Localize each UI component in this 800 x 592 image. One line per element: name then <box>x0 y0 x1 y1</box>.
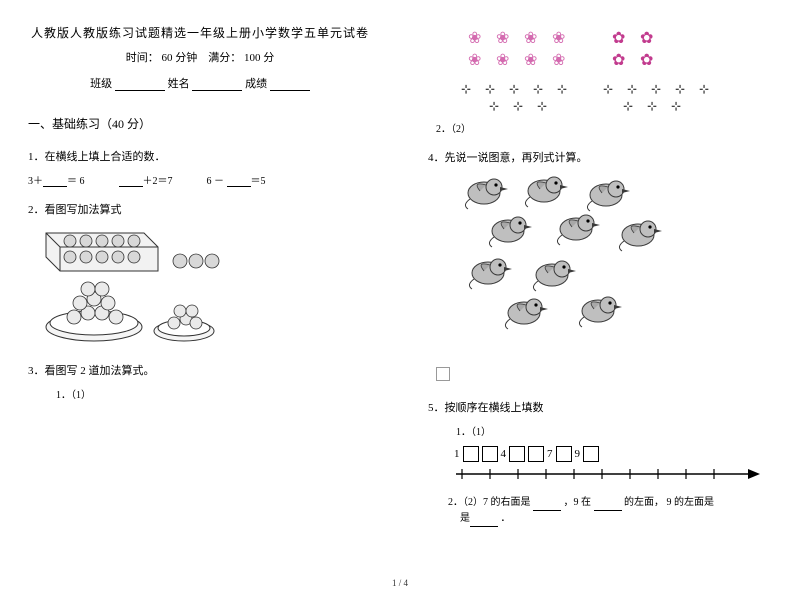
flower-icon: ✿ <box>612 28 634 48</box>
time-label: 时间： <box>126 52 159 64</box>
q3-label: 3．看图写 2 道加法算式。 <box>28 362 372 378</box>
score-value: 100 分 <box>244 52 274 64</box>
dragonfly-icon: ⊹ <box>484 99 504 114</box>
q5-sub2-b: ，9 在 <box>564 497 592 508</box>
grade-label: 成绩 <box>245 78 267 90</box>
q1-eq2-blank[interactable] <box>119 175 143 187</box>
section-1-heading: 一、基础练习（40 分） <box>28 115 372 132</box>
q1-eq3-b: ＝5 <box>251 176 266 187</box>
q1-eq3-blank[interactable] <box>227 175 251 187</box>
dragonfly-icon: ⊹ <box>456 82 476 97</box>
score-label: 满分： <box>208 52 241 64</box>
dragonfly-icon: ⊹ <box>618 99 638 114</box>
num-box[interactable] <box>583 446 599 462</box>
q5-blank-1[interactable] <box>533 499 561 511</box>
class-blank[interactable] <box>115 79 165 91</box>
q3-sub2: 2．（2） <box>436 120 772 135</box>
num-box[interactable] <box>482 446 498 462</box>
name-blank[interactable] <box>192 79 242 91</box>
dragonfly-icon: ⊹ <box>532 99 552 114</box>
class-label: 班级 <box>90 78 112 90</box>
q3-dragonflies-image: ⊹⊹⊹⊹⊹ ⊹⊹⊹⊹⊹ ⊹⊹⊹ ⊹⊹⊹ <box>428 82 772 114</box>
dragonfly-icon: ⊹ <box>694 82 714 97</box>
flower-icon: ❀ <box>524 50 546 70</box>
num-box[interactable] <box>509 446 525 462</box>
flower-icon: ❀ <box>552 28 574 48</box>
dragonfly-icon: ⊹ <box>598 82 618 97</box>
flower-icon: ✿ <box>640 50 662 70</box>
q5-blank-2[interactable] <box>594 499 622 511</box>
num-box[interactable] <box>528 446 544 462</box>
dragonfly-icon: ⊹ <box>552 82 572 97</box>
q1-label: 1．在横线上填上合适的数． <box>28 148 372 164</box>
dragonfly-icon: ⊹ <box>622 82 642 97</box>
flower-icon: ❀ <box>524 28 546 48</box>
q5-sub2-c: 的左面， 9 的左面是 <box>624 497 714 508</box>
q5-sub2-d: ． <box>501 513 511 524</box>
dragonfly-icon: ⊹ <box>528 82 548 97</box>
grade-blank[interactable] <box>270 79 310 91</box>
exam-time-score: 时间： 60 分钟 满分： 100 分 <box>28 49 372 65</box>
q2-image <box>34 225 372 348</box>
q4-label: 4．先说一说图意，再列式计算。 <box>428 149 772 165</box>
q1-eq2-b: ＋2＝7 <box>143 176 173 187</box>
dragonfly-icon: ⊹ <box>508 99 528 114</box>
q1-eq1-blank[interactable] <box>43 175 67 187</box>
dragonfly-icon: ⊹ <box>642 99 662 114</box>
flower-icon: ✿ <box>640 28 662 48</box>
q1-eq1-b: ＝ 6 <box>67 176 85 187</box>
q2-label: 2．看图写加法算式 <box>28 201 372 217</box>
q4-birds-image <box>448 173 678 363</box>
flower-icon: ❀ <box>468 28 490 48</box>
q5-sub1: 1．（1） <box>456 423 772 438</box>
q5-sub2: 2．（2）7 的右面是 ，9 在 的左面， 9 的左面是 是 ． <box>448 495 772 527</box>
dragonfly-icon: ⊹ <box>666 99 686 114</box>
q3-sub1: 1．（1） <box>56 386 372 401</box>
dragonfly-icon: ⊹ <box>670 82 690 97</box>
dragonfly-icon: ⊹ <box>480 82 500 97</box>
q5-numberline: 1 4 7 9 <box>452 446 762 489</box>
flower-icon: ❀ <box>552 50 574 70</box>
q1-eq1-a: 3＋ <box>28 176 43 187</box>
q5-label: 5．按顺序在横线上填数 <box>428 399 772 415</box>
num-9: 9 <box>575 448 581 460</box>
q1-equations: 3＋ ＝ 6 ＋2＝7 6 － ＝5 <box>28 172 372 187</box>
num-4: 4 <box>501 448 507 460</box>
num-7: 7 <box>547 448 553 460</box>
num-box[interactable] <box>556 446 572 462</box>
flower-icon: ❀ <box>496 50 518 70</box>
page-footer: 1 / 4 <box>0 578 800 588</box>
flower-icon: ✿ <box>612 50 634 70</box>
flower-icon: ❀ <box>468 50 490 70</box>
answer-box[interactable] <box>436 367 450 381</box>
q5-sub2-a: 2．（2）7 的右面是 <box>448 497 531 508</box>
q1-eq3-a: 6 － <box>207 176 225 187</box>
dragonfly-icon: ⊹ <box>504 82 524 97</box>
student-info-line: 班级 姓名 成绩 <box>28 75 372 91</box>
exam-title: 人教版人教版练习试题精选一年级上册小学数学五单元试卷 <box>28 24 372 41</box>
name-label: 姓名 <box>168 78 190 90</box>
num-box[interactable] <box>463 446 479 462</box>
num-1: 1 <box>454 448 460 460</box>
flower-icon: ❀ <box>496 28 518 48</box>
time-value: 60 分钟 <box>162 52 198 64</box>
q3-flowers-image: ❀ ❀ ❀ ❀ ✿ ✿ ❀ ❀ ❀ ❀ ✿ ✿ <box>428 28 772 70</box>
q5-blank-3[interactable] <box>470 515 498 527</box>
dragonfly-icon: ⊹ <box>646 82 666 97</box>
